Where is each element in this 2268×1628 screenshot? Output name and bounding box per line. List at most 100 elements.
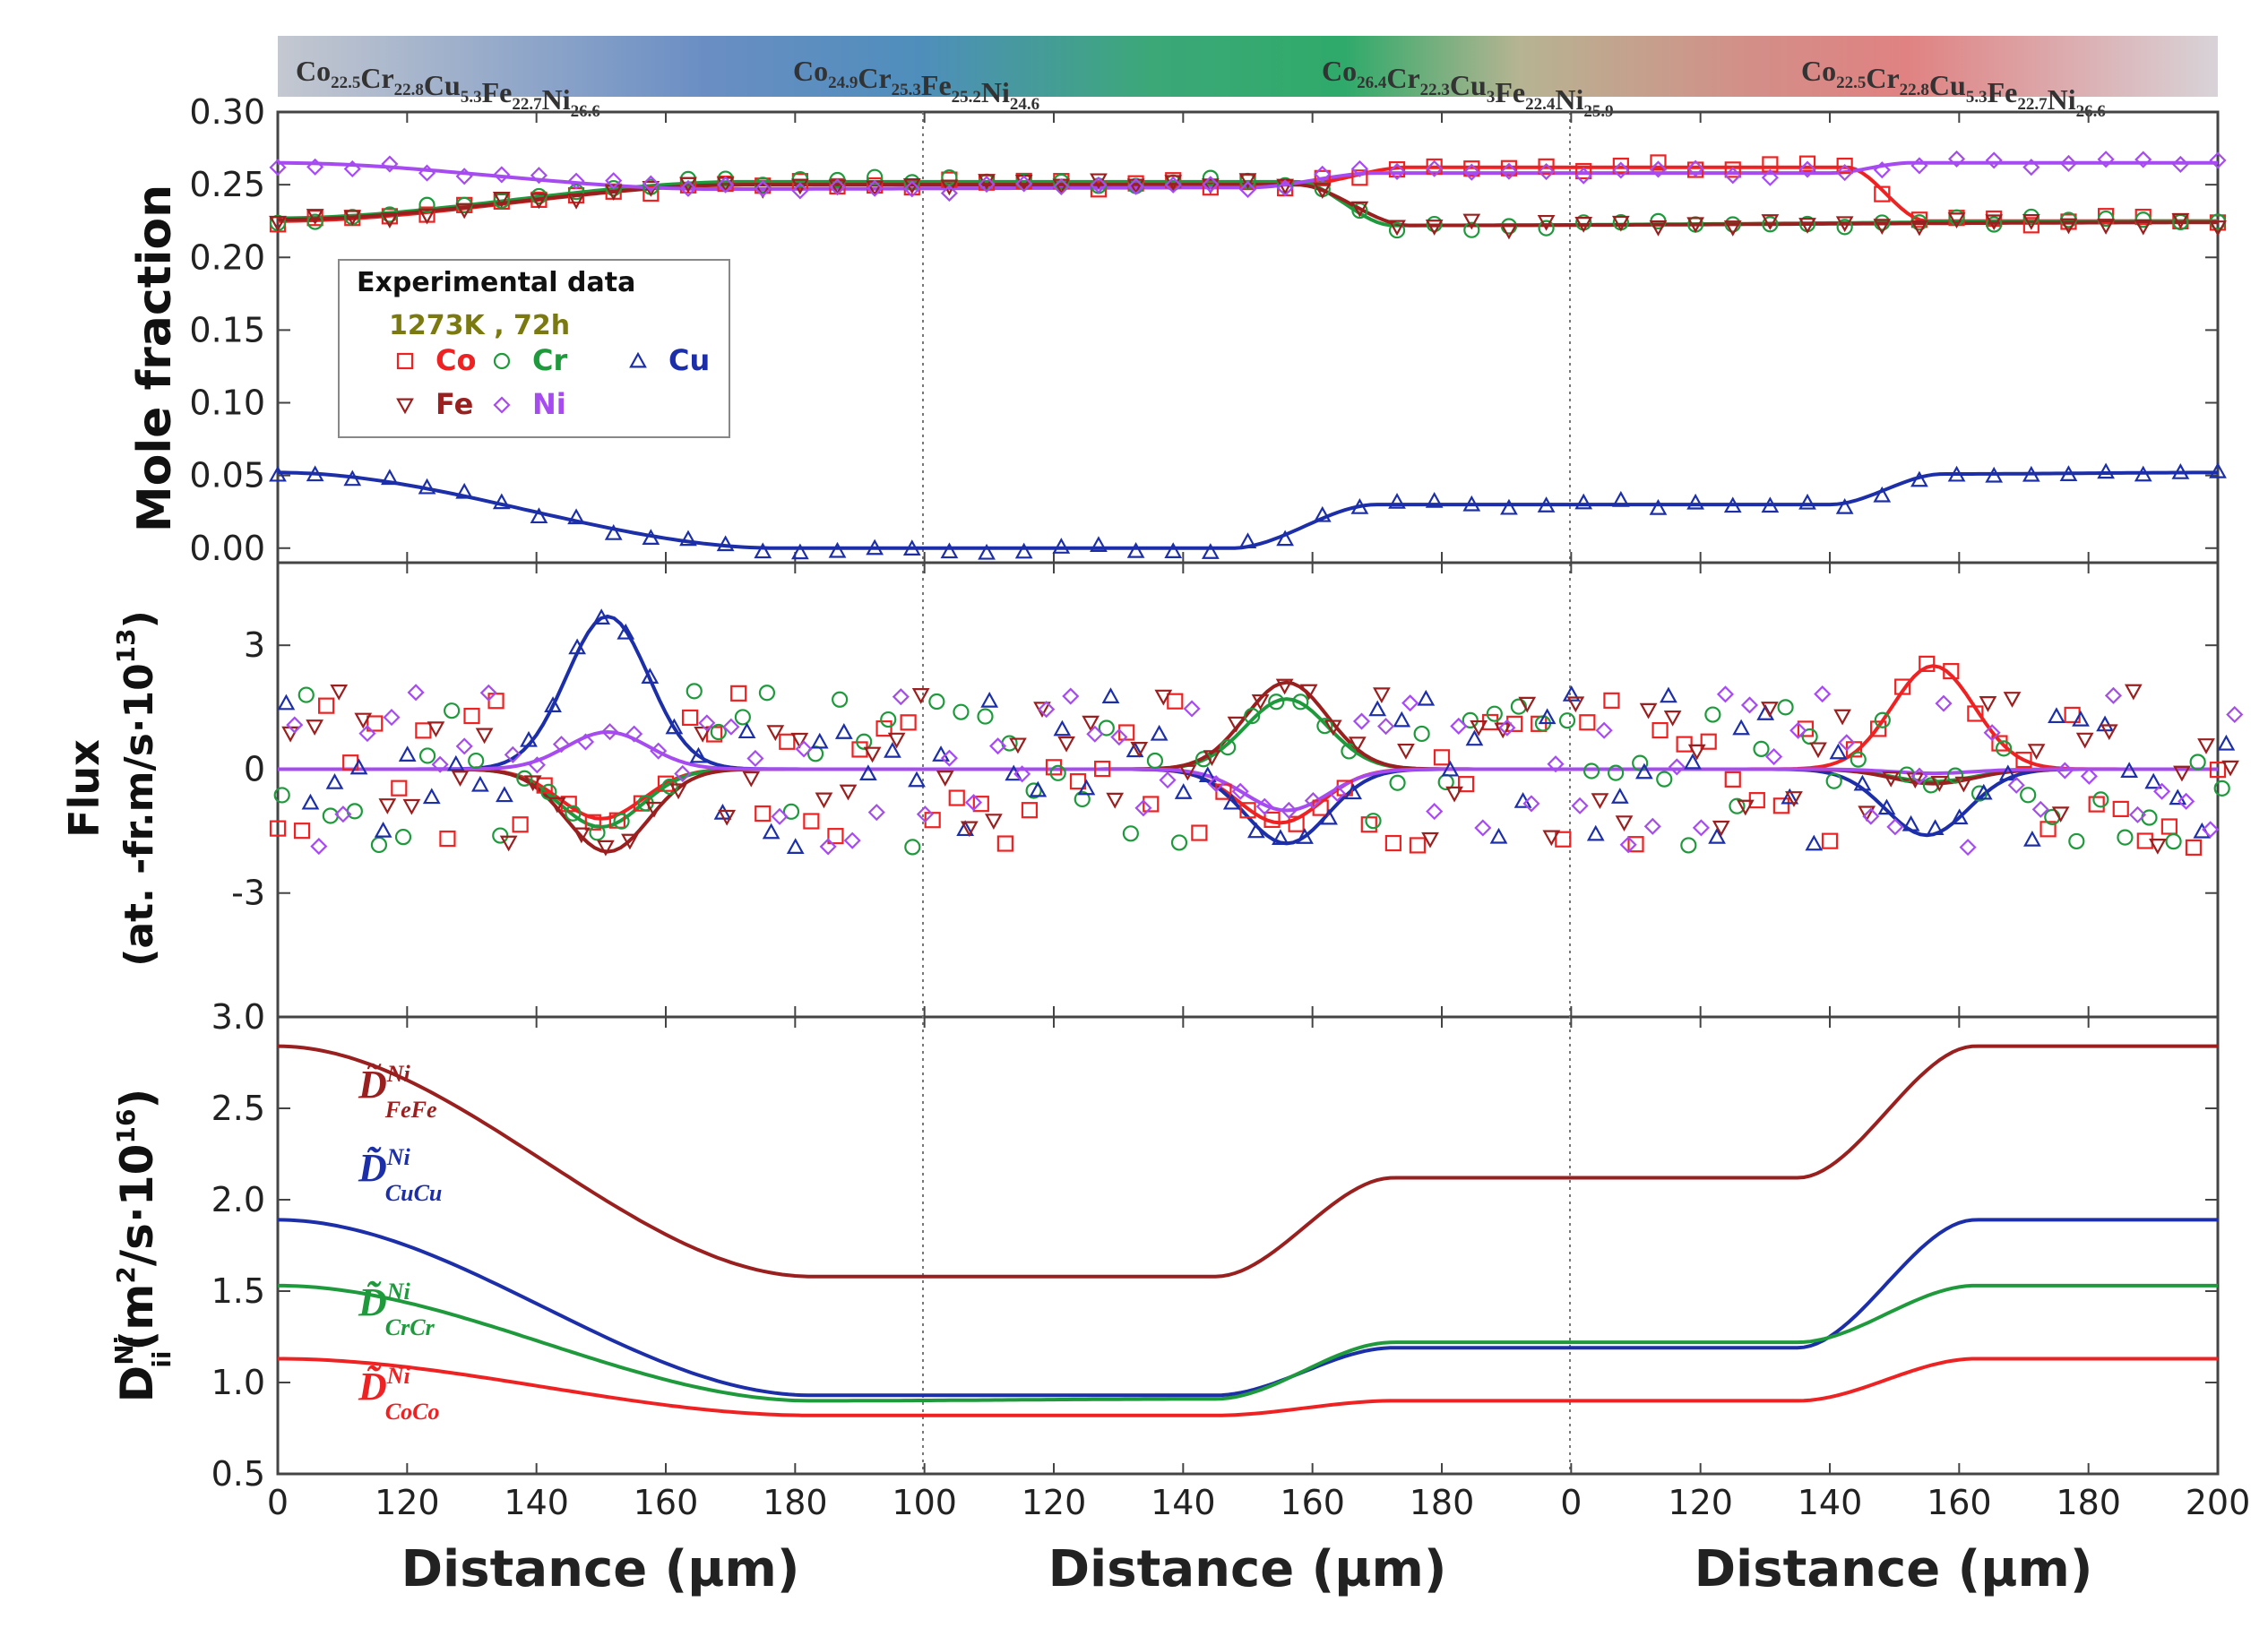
flux-point-fe: [1009, 737, 1027, 754]
flux-point-co: [269, 820, 287, 837]
flux-point-ni: [552, 736, 571, 754]
flux-point-cu: [908, 771, 926, 788]
flux-point-fe: [2051, 806, 2070, 823]
mole-fraction-point-ni: [828, 178, 847, 196]
flux-point-fe: [1057, 736, 1075, 753]
flux-point-cu: [1684, 753, 1702, 770]
flux-point-fe: [1154, 689, 1173, 706]
mole-fraction-point-cr: [418, 196, 435, 213]
mole-fraction-point-cu: [1537, 496, 1556, 513]
mole-fraction-point-cu: [418, 478, 436, 495]
flux-point-fe: [1858, 805, 1876, 823]
flux-point-cu: [641, 668, 660, 684]
flux-point-cu: [1344, 783, 1363, 800]
mole-fraction-point-ni: [679, 179, 697, 197]
flux-point-ni: [1474, 819, 1492, 837]
mole-fraction-point-cr: [1874, 214, 1891, 231]
mole-fraction-point-ni: [418, 164, 436, 182]
flux-point-ni: [1450, 717, 1468, 736]
flux-point-ni: [1935, 694, 1953, 712]
flux-point-cr: [1608, 764, 1625, 781]
flux-point-co: [1118, 724, 1135, 741]
mole-fraction-point-cu: [343, 469, 362, 487]
flux-point-co: [1700, 733, 1717, 750]
mole-fraction-point-fe: [2059, 218, 2078, 235]
flux-point-cu: [592, 608, 611, 624]
mole-fraction-point-ni: [1164, 176, 1182, 194]
legend-label-co: Co: [435, 343, 476, 377]
flux-point-cu: [1562, 685, 1581, 702]
flux-point-cr: [1558, 712, 1576, 729]
y-tick-label: 1.5: [211, 1271, 265, 1311]
flux-point-cu: [471, 775, 489, 792]
flux-point-fe: [306, 719, 324, 736]
flux-point-cu: [1125, 741, 1144, 758]
y-tick-label: 0.15: [189, 310, 265, 349]
flux-point-cu: [2096, 715, 2114, 732]
y-axis-title-mole-fraction: Mole fraction: [128, 185, 182, 532]
mole-fraction-point-co: [1538, 158, 1555, 175]
flux-point-fe: [1348, 736, 1367, 753]
flux-point-fe: [2149, 839, 2167, 855]
flux-point-cu: [1441, 760, 1460, 777]
flux-point-fe: [1785, 791, 1803, 807]
legend: Experimental data 1273K , 72h Co Cr Cu Fe Ni: [338, 259, 730, 438]
flux-point-cr: [904, 839, 921, 856]
flux-point-ni: [1352, 712, 1371, 730]
mole-fraction-point-fe: [1686, 217, 1704, 234]
legend-label-cu: Cu: [668, 343, 710, 377]
mole-fraction-point-ni: [1090, 176, 1108, 194]
flux-point-cu: [1150, 724, 1168, 741]
flux-point-ni: [964, 794, 983, 812]
mole-fraction-point-fe: [1201, 178, 1220, 195]
mole-fraction-point-cu: [866, 538, 884, 556]
legend-box: [338, 259, 730, 438]
flux-point-fe: [1566, 696, 1585, 713]
flux-point-co: [1967, 705, 1984, 722]
flux-point-ni: [1983, 724, 2001, 742]
flux-point-ni: [310, 838, 328, 856]
flux-point-ni: [1886, 818, 1904, 836]
flux-point-cr: [734, 709, 751, 726]
mole-fraction-point-cu: [1910, 470, 1928, 487]
flux-point-ni: [1765, 747, 1783, 766]
flux-point-cu: [1708, 827, 1726, 844]
flux-point-cr: [2020, 787, 2037, 804]
mole-fraction-point-cr: [1351, 202, 1368, 220]
flux-point-ni: [698, 714, 716, 732]
mole-fraction-point-ni: [1612, 161, 1630, 179]
flux-point-ni: [1910, 767, 1928, 785]
flux-point-cr: [2213, 780, 2230, 797]
mole-fraction-point-fe: [1761, 214, 1780, 230]
flux-point-co: [1457, 776, 1475, 793]
flux-point-fe: [1299, 684, 1318, 701]
composition-label: Co24.9Cr25.3Fe25.2Ni24.6: [793, 55, 1039, 114]
mole-fraction-point-ni: [2171, 155, 2189, 173]
mole-fraction-point-fe: [530, 193, 548, 210]
flux-point-cu: [374, 821, 392, 838]
flux-point-co: [1991, 735, 2008, 752]
x-tick-label: 0: [1560, 1483, 1582, 1522]
mole-fraction-point-ni: [2134, 151, 2152, 168]
mole-fraction-point-cr: [1762, 216, 1779, 233]
flux-point-co: [996, 835, 1013, 852]
mole-fraction-point-co: [1351, 169, 1368, 186]
x-tick-label: 140: [504, 1483, 569, 1522]
flux-point-fe: [2124, 684, 2143, 701]
flux-point-fe: [1591, 793, 1609, 810]
flux-point-ni: [1692, 819, 1710, 837]
flux-point-cu: [1174, 783, 1193, 799]
flux-point-ni: [746, 749, 764, 768]
flux-point-cu: [1732, 719, 1751, 736]
legend-label-fe: Fe: [435, 387, 473, 421]
flux-point-ni: [2080, 767, 2098, 785]
flux-point-cr: [2092, 791, 2109, 808]
mole-fraction-point-fe: [567, 193, 585, 210]
flux-point-ni: [2202, 821, 2220, 839]
x-axis-title-1: Distance (µm): [401, 1540, 800, 1598]
mole-fraction-point-cu: [1090, 536, 1108, 552]
flux-point-cr: [2068, 832, 2085, 850]
mole-fraction-point-cu: [1761, 496, 1780, 513]
flux-point-cr: [782, 803, 800, 820]
flux-point-cu: [956, 820, 975, 837]
